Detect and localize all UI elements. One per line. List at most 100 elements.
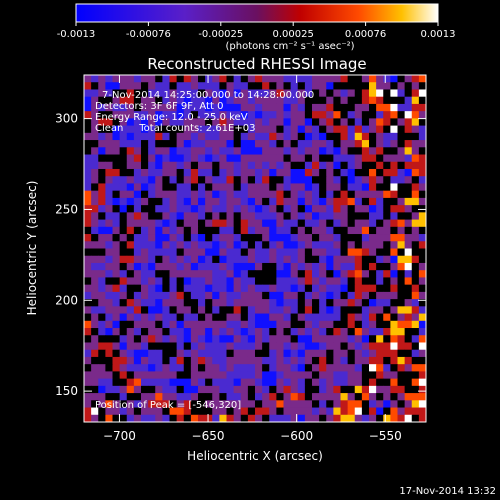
heatmap-cell	[354, 96, 363, 105]
heatmap-cell	[105, 284, 113, 293]
heatmap-cell	[383, 212, 391, 220]
heatmap-cell	[283, 364, 292, 372]
heatmap-cell	[255, 299, 263, 307]
heatmap-cell	[126, 212, 135, 220]
heatmap-cell	[183, 277, 192, 286]
heatmap-cell	[176, 378, 185, 387]
heatmap-cell	[290, 378, 299, 387]
heatmap-cell	[290, 277, 299, 286]
heatmap-cell	[290, 226, 299, 235]
heatmap-cell	[383, 226, 391, 235]
heatmap-cell	[98, 356, 106, 365]
heatmap-cell	[183, 111, 192, 119]
heatmap-cell	[155, 349, 163, 358]
heatmap-cell	[247, 111, 256, 119]
heatmap-cell	[361, 75, 370, 83]
heatmap-cell	[290, 400, 299, 408]
heatmap-cell	[162, 407, 170, 416]
heatmap-cell	[255, 118, 263, 127]
heatmap-cell	[84, 328, 92, 336]
heatmap-cell	[226, 291, 235, 300]
heatmap-cell	[247, 118, 256, 127]
heatmap-cell	[333, 291, 341, 300]
heatmap-cell	[411, 364, 420, 372]
annotations: 7-Nov-2014 14:25:00.000 to 14:28:00.000 …	[95, 90, 314, 411]
heatmap-cell	[297, 82, 306, 90]
heatmap-cell	[283, 132, 292, 141]
heatmap-cell	[141, 364, 149, 372]
heatmap-cell	[369, 82, 377, 90]
heatmap-cell	[319, 140, 327, 148]
heatmap-cell	[304, 75, 313, 83]
heatmap-cell	[141, 277, 149, 286]
heatmap-cell	[297, 140, 306, 148]
heatmap-cell	[340, 89, 349, 98]
heatmap-cell	[98, 96, 106, 105]
heatmap-cell	[198, 356, 206, 365]
heatmap-cell	[112, 320, 121, 329]
heatmap-cell	[119, 414, 128, 423]
heatmap-cell	[333, 226, 341, 235]
heatmap-cell	[226, 299, 235, 307]
heatmap-cell	[376, 140, 384, 148]
heatmap-cell	[333, 75, 341, 83]
heatmap-cell	[190, 356, 199, 365]
heatmap-cell	[290, 219, 299, 228]
heatmap-cell	[247, 371, 256, 380]
heatmap-cell	[276, 226, 284, 235]
heatmap-cell	[212, 349, 220, 358]
heatmap-cell	[333, 407, 341, 416]
heatmap-cell	[98, 400, 106, 408]
heatmap-cell	[91, 132, 99, 141]
heatmap-cell	[262, 414, 270, 423]
heatmap-cell	[247, 103, 256, 112]
heatmap-cell	[126, 328, 135, 336]
heatmap-cell	[233, 111, 242, 119]
heatmap-cell	[411, 356, 420, 365]
heatmap-cell	[369, 320, 377, 329]
heatmap-cell	[369, 328, 377, 336]
heatmap-cell	[233, 96, 242, 105]
heatmap-cell	[119, 140, 128, 148]
heatmap-cell	[176, 234, 185, 242]
heatmap-cell	[340, 241, 349, 249]
heatmap-cell	[397, 234, 406, 242]
heatmap-cell	[340, 306, 349, 314]
heatmap-cell	[404, 183, 413, 192]
heatmap-cell	[340, 103, 349, 112]
heatmap-cell	[162, 306, 170, 314]
heatmap-cell	[369, 255, 377, 264]
heatmap-cell	[233, 277, 242, 286]
heatmap-cell	[183, 154, 192, 163]
heatmap-cell	[304, 197, 313, 206]
heatmap-cell	[312, 414, 320, 423]
heatmap-cell	[361, 328, 370, 336]
heatmap-cell	[383, 364, 391, 372]
heatmap-cell	[304, 89, 313, 98]
heatmap-cell	[205, 205, 213, 213]
heatmap-cell	[369, 176, 377, 184]
heatmap-cell	[183, 125, 192, 134]
heatmap-cell	[369, 248, 377, 257]
heatmap-cell	[312, 219, 320, 228]
heatmap-cell	[255, 306, 263, 314]
heatmap-cell	[418, 414, 427, 423]
heatmap-cell	[119, 161, 128, 170]
heatmap-cell	[162, 125, 170, 134]
heatmap-cell	[219, 75, 227, 83]
heatmap-cell	[347, 306, 356, 314]
heatmap-cell	[240, 212, 249, 220]
heatmap-cell	[255, 147, 263, 155]
heatmap-cell	[169, 132, 178, 141]
heatmap-cell	[91, 241, 99, 249]
heatmap-cell	[383, 89, 391, 98]
heatmap-cell	[162, 176, 170, 184]
heatmap-cell	[183, 176, 192, 184]
heatmap-cell	[155, 168, 163, 177]
heatmap-cell	[304, 248, 313, 257]
heatmap-cell	[319, 284, 327, 293]
heatmap-cell	[262, 161, 270, 170]
heatmap-cell	[312, 378, 320, 387]
heatmap-cell	[347, 262, 356, 271]
heatmap-cell	[262, 219, 270, 228]
